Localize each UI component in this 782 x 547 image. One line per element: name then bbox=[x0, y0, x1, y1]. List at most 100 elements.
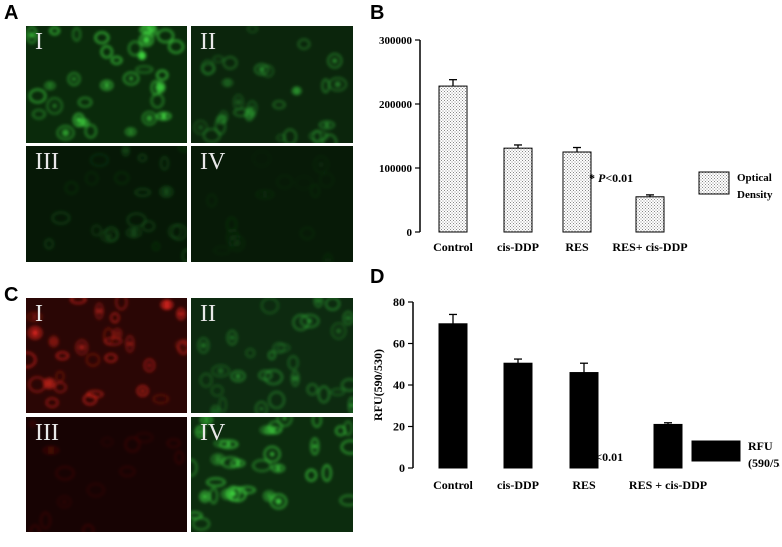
cell bbox=[26, 311, 43, 322]
cell bbox=[114, 171, 130, 185]
cell bbox=[123, 71, 140, 86]
cell-field bbox=[197, 298, 353, 413]
cell bbox=[342, 311, 353, 326]
y-tick-label: 200000 bbox=[379, 99, 413, 111]
cell bbox=[85, 353, 100, 367]
cell bbox=[176, 307, 186, 321]
cell bbox=[226, 486, 241, 502]
cell-nucleus bbox=[282, 417, 287, 421]
cell bbox=[287, 355, 299, 371]
cell-nucleus bbox=[163, 301, 171, 309]
cell-nucleus bbox=[265, 427, 271, 433]
cell-nucleus bbox=[115, 331, 120, 336]
cell bbox=[305, 469, 317, 482]
category-label: Control bbox=[433, 478, 473, 492]
cell-nucleus bbox=[129, 76, 134, 81]
category-label: cis-DDP bbox=[497, 240, 539, 254]
category-label: RES + cis-DDP bbox=[629, 478, 707, 492]
cell-nucleus bbox=[312, 444, 317, 449]
micrograph-label: II bbox=[200, 301, 216, 327]
cell bbox=[191, 511, 203, 520]
cell bbox=[141, 220, 156, 232]
cell-nucleus bbox=[349, 403, 353, 408]
cell bbox=[29, 88, 47, 104]
cell bbox=[319, 172, 334, 188]
cell bbox=[322, 464, 332, 482]
legend-label: (590/530) bbox=[748, 456, 780, 470]
cell-nucleus bbox=[104, 82, 110, 88]
cell bbox=[317, 385, 330, 404]
cell bbox=[26, 26, 38, 44]
cell-nucleus bbox=[204, 417, 209, 422]
cell-nucleus bbox=[293, 87, 300, 94]
cell bbox=[67, 72, 81, 86]
y-axis-label: RFU(590/530) bbox=[371, 349, 385, 421]
micrograph-c-2: II bbox=[191, 298, 353, 413]
chart-b: 0 100000 200000 300000 Control cis-DDP RES RES+… bbox=[379, 35, 773, 254]
cell-nucleus bbox=[230, 490, 237, 497]
cell bbox=[175, 339, 187, 351]
cell bbox=[255, 189, 275, 200]
cell-nucleus bbox=[229, 335, 235, 340]
cell bbox=[313, 155, 329, 174]
cell bbox=[156, 69, 169, 81]
cell bbox=[202, 128, 221, 143]
cell bbox=[270, 493, 287, 510]
cell bbox=[157, 28, 174, 43]
panel-label-c: C bbox=[4, 284, 19, 306]
cell bbox=[340, 439, 353, 455]
cell bbox=[206, 193, 217, 208]
cell bbox=[112, 328, 123, 340]
cell-nucleus bbox=[214, 455, 222, 464]
cell bbox=[49, 26, 60, 36]
cell-nucleus bbox=[221, 114, 226, 120]
panel-label-a: A bbox=[4, 2, 19, 24]
cell-nucleus bbox=[265, 492, 273, 500]
cell bbox=[339, 494, 353, 507]
cell-nucleus bbox=[62, 499, 67, 504]
cell-nucleus bbox=[130, 228, 138, 237]
cell bbox=[56, 125, 75, 141]
cell bbox=[252, 150, 271, 167]
cell bbox=[192, 517, 210, 531]
cell bbox=[55, 370, 65, 383]
cell bbox=[51, 211, 71, 225]
cell-nucleus bbox=[202, 493, 208, 500]
category-label: RES bbox=[565, 240, 589, 254]
cell bbox=[143, 358, 156, 373]
cell bbox=[260, 298, 279, 314]
cell-nucleus bbox=[235, 99, 242, 106]
cell-nucleus bbox=[47, 83, 53, 88]
cell-nucleus bbox=[275, 465, 281, 471]
cell bbox=[178, 146, 187, 153]
cell bbox=[214, 117, 226, 135]
cell-nucleus bbox=[217, 367, 224, 374]
cell bbox=[254, 63, 270, 76]
cell bbox=[166, 438, 181, 448]
cell-nucleus bbox=[163, 188, 170, 196]
cell-nucleus bbox=[128, 129, 133, 135]
y-tick-label: 300000 bbox=[379, 35, 413, 47]
cell bbox=[174, 450, 184, 465]
category-label: cis-DDP bbox=[497, 478, 539, 492]
cell bbox=[121, 146, 130, 157]
cell bbox=[254, 401, 268, 413]
cell bbox=[291, 86, 302, 96]
cell bbox=[267, 350, 276, 360]
cell bbox=[258, 370, 273, 381]
cell bbox=[48, 335, 59, 348]
cell bbox=[230, 370, 246, 383]
category-label: RES bbox=[572, 478, 596, 492]
cell bbox=[135, 432, 154, 443]
cell-nucleus bbox=[326, 257, 330, 262]
micrograph-c-4: IV bbox=[191, 417, 353, 532]
cell bbox=[219, 439, 239, 449]
cell bbox=[53, 381, 67, 393]
cell bbox=[276, 174, 293, 189]
cell bbox=[311, 417, 322, 428]
cell bbox=[155, 81, 166, 94]
cell-field bbox=[191, 417, 353, 531]
micrograph-label: I bbox=[35, 29, 43, 55]
cell bbox=[115, 298, 128, 311]
cell-nucleus bbox=[332, 58, 338, 64]
